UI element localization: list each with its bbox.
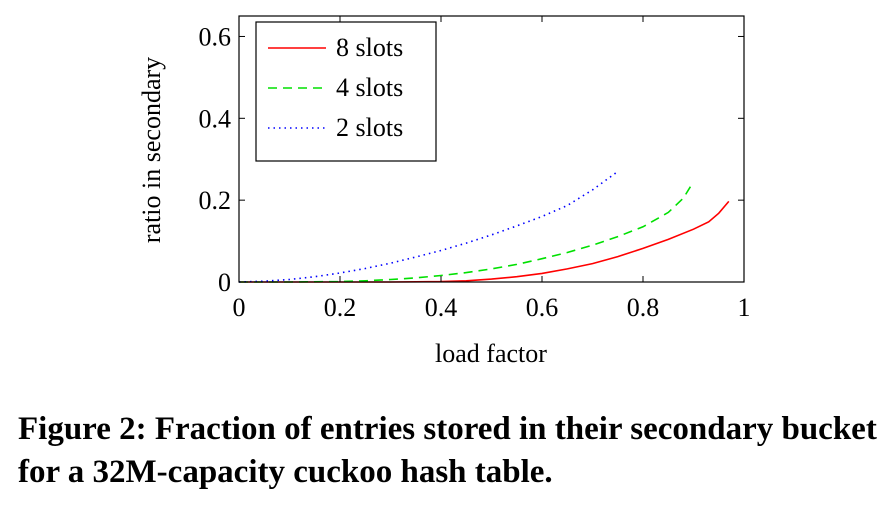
line-chart: ratio in secondary load factor 0 0.2 0.4 0.… xyxy=(137,15,751,368)
y-axis-label: ratio in secondary xyxy=(137,57,166,243)
x-tick-label: 0.8 xyxy=(627,293,660,322)
legend: 8 slots 4 slots 2 slots xyxy=(255,21,437,162)
x-tick-label: 0 xyxy=(233,293,246,322)
y-axis-label-group: ratio in secondary xyxy=(137,57,166,243)
y-tick-label: 0 xyxy=(218,268,231,297)
legend-label-1: 8 slots xyxy=(336,33,403,62)
plot-area: 0 0.2 0.4 0.6 0.8 1 0 0.2 0.4 0.6 xyxy=(199,15,751,322)
series-line-3 xyxy=(238,170,619,283)
figure-caption: Figure 2: Fraction of entries stored in … xyxy=(18,411,877,490)
x-axis-label: load factor xyxy=(435,339,547,368)
y-tick-label: 0.2 xyxy=(199,186,232,215)
legend-box xyxy=(255,21,437,162)
plot-frame xyxy=(238,15,745,283)
x-tick-label: 0.6 xyxy=(526,293,559,322)
y-tick-label: 0.6 xyxy=(199,22,232,51)
legend-label-2: 4 slots xyxy=(336,73,403,102)
series-line-2 xyxy=(239,181,695,283)
x-tick-label: 0.2 xyxy=(324,293,357,322)
y-tick-label: 0.4 xyxy=(199,104,232,133)
x-tick-label: 0.4 xyxy=(425,293,458,322)
x-tick-label: 1 xyxy=(738,293,751,322)
legend-label-3: 2 slots xyxy=(336,113,403,142)
